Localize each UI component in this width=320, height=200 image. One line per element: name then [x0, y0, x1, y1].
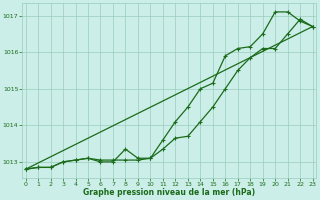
- X-axis label: Graphe pression niveau de la mer (hPa): Graphe pression niveau de la mer (hPa): [83, 188, 255, 197]
